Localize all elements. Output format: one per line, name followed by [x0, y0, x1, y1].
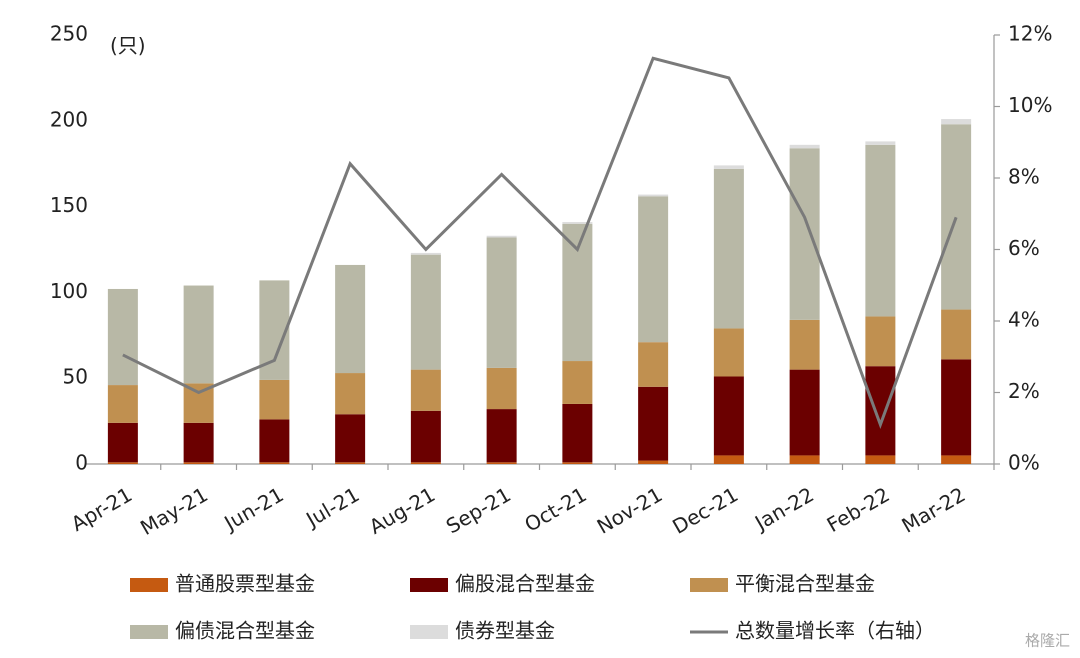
- bar-segment: [713, 376, 744, 456]
- bar-segment: [107, 288, 138, 386]
- bar-segment: [941, 359, 972, 456]
- y-tick-label: 250: [50, 22, 88, 46]
- bar-segment: [865, 141, 896, 145]
- x-tick-label: Jul-21: [300, 482, 363, 532]
- x-tick-label: Nov-21: [593, 482, 667, 538]
- legend-swatch: [130, 625, 168, 639]
- x-tick-label: Mar-22: [898, 482, 970, 537]
- y-tick-label: 50: [63, 365, 88, 389]
- x-tick-label: Feb-22: [823, 482, 894, 537]
- bar-segment: [335, 373, 366, 415]
- legend-swatch: [410, 578, 448, 592]
- bar-segment: [941, 455, 972, 464]
- legend-label: 偏债混合型基金: [175, 619, 315, 643]
- x-tick-label: Dec-21: [668, 482, 742, 538]
- x-tick-label: Sep-21: [442, 482, 515, 538]
- bar-segment: [713, 168, 744, 329]
- bar-segment: [486, 367, 517, 410]
- y-tick-label: 0: [75, 451, 88, 475]
- legend-label: 总数量增长率（右轴）: [735, 619, 935, 643]
- legend-swatch: [130, 578, 168, 592]
- bar-segment: [941, 309, 972, 360]
- bar-segment: [107, 462, 138, 464]
- bar-segment: [865, 455, 896, 464]
- legend-label: 债券型基金: [455, 619, 555, 643]
- bar-segment: [335, 462, 366, 464]
- y2-tick-label: 2%: [1008, 379, 1040, 403]
- bar-segment: [486, 237, 517, 368]
- bar-segment: [789, 319, 820, 370]
- legend-label: 平衡混合型基金: [735, 572, 875, 596]
- bar-segment: [638, 342, 669, 387]
- bar-segment: [410, 462, 441, 464]
- x-tick-label: Jan-22: [749, 482, 818, 536]
- bar-segment: [183, 383, 214, 423]
- bar-segment: [562, 223, 593, 362]
- bar-segment: [107, 422, 138, 463]
- x-tick-label: May-21: [136, 482, 212, 540]
- bar-segment: [638, 460, 669, 464]
- bar-segment: [259, 462, 290, 464]
- bar-segment: [713, 455, 744, 464]
- bar-segment: [335, 414, 366, 463]
- y-tick-label: 200: [50, 107, 88, 131]
- bar-segment: [638, 196, 669, 343]
- bar-segment: [789, 144, 820, 149]
- bar-segment: [638, 194, 669, 197]
- bar-segment: [713, 165, 744, 169]
- bar-segment: [410, 410, 441, 463]
- bar-segment: [562, 403, 593, 463]
- bar-segment: [865, 316, 896, 367]
- x-tick-label: Jun-21: [219, 482, 288, 536]
- y2-tick-label: 0%: [1008, 451, 1040, 475]
- bar-segment: [183, 285, 214, 384]
- bar-segment: [638, 386, 669, 461]
- bar-segment: [562, 222, 593, 224]
- bar-segment: [410, 252, 441, 255]
- bar-segment: [562, 361, 593, 404]
- bar-segment: [259, 419, 290, 463]
- bar-segment: [486, 462, 517, 464]
- bar-segment: [562, 462, 593, 464]
- x-tick-label: Aug-21: [365, 482, 439, 539]
- bar-segment: [789, 148, 820, 320]
- y2-tick-label: 4%: [1008, 308, 1040, 332]
- y2-tick-label: 6%: [1008, 236, 1040, 260]
- bar-segment: [941, 124, 972, 310]
- y-tick-label: 100: [50, 279, 88, 303]
- bar-segment: [789, 455, 820, 464]
- bar-segment: [410, 254, 441, 370]
- bar-segment: [865, 144, 896, 317]
- bar-segment: [259, 379, 290, 420]
- line: [122, 56, 958, 430]
- bar-segment: [486, 409, 517, 463]
- y2-tick-label: 10%: [1008, 93, 1052, 117]
- bar-segment: [107, 385, 138, 423]
- legend-swatch: [410, 625, 448, 639]
- legend-label: 普通股票型基金: [175, 572, 315, 596]
- y-tick-label: 150: [50, 193, 88, 217]
- bar-segment: [941, 119, 972, 125]
- legend-swatch: [690, 578, 728, 592]
- watermark: 格隆汇: [1025, 632, 1070, 650]
- y2-tick-label: 12%: [1008, 22, 1052, 46]
- x-tick-label: Apr-21: [67, 482, 136, 536]
- bar-segment: [183, 422, 214, 463]
- bar-segment: [789, 369, 820, 456]
- bar-segment: [865, 366, 896, 456]
- y2-tick-label: 8%: [1008, 165, 1040, 189]
- bar-segment: [713, 328, 744, 377]
- legend-label: 偏股混合型基金: [455, 572, 595, 596]
- bar-segment: [486, 235, 517, 238]
- bar-segment: [335, 264, 366, 374]
- bar-segment: [410, 369, 441, 411]
- x-tick-label: Oct-21: [520, 482, 590, 536]
- bar-segment: [183, 462, 214, 464]
- y-axis-label: (只): [110, 34, 146, 58]
